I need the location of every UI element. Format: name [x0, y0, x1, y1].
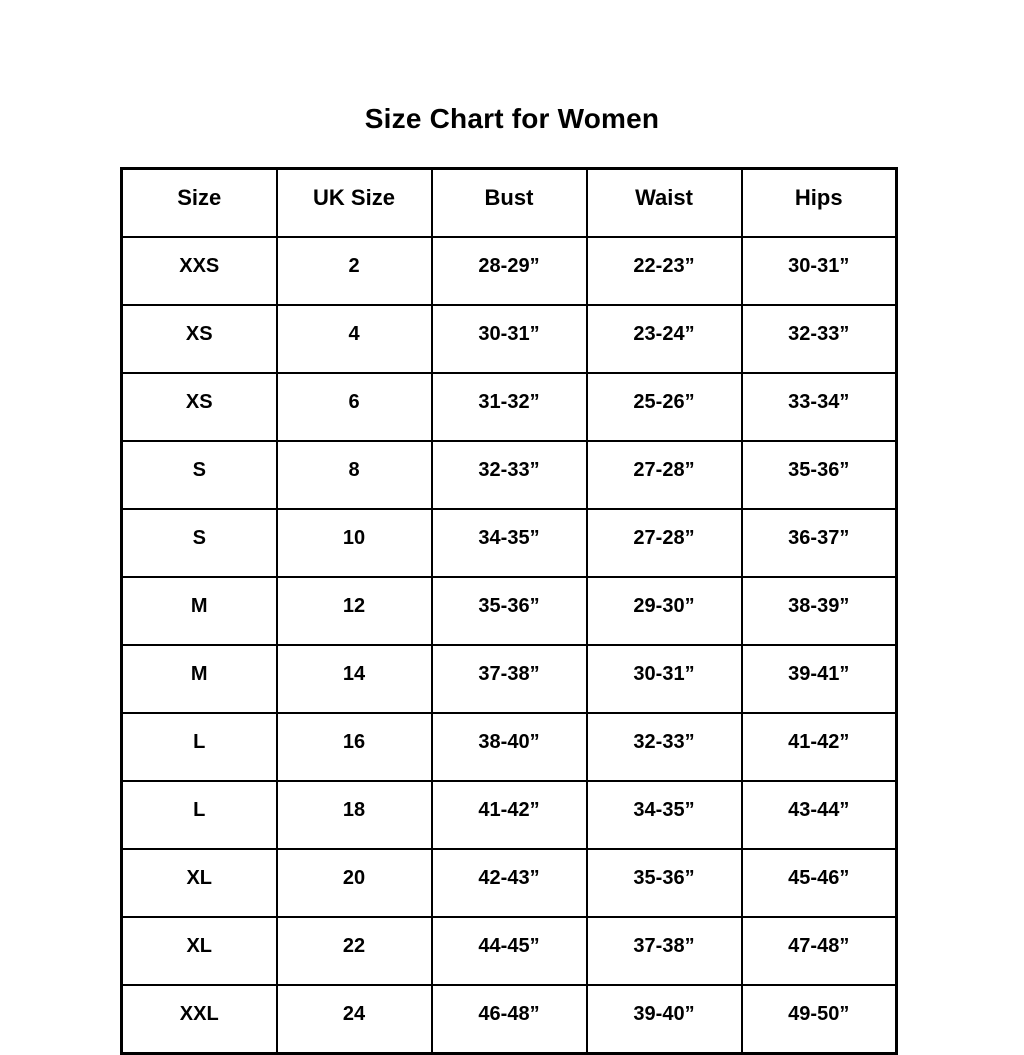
table-cell: L [120, 780, 278, 850]
table-cell: 22 [275, 916, 433, 986]
table-cell: 38-39” [740, 576, 898, 646]
column-header: Size [120, 167, 278, 238]
table-cell: XL [120, 848, 278, 918]
table-cell: 14 [275, 644, 433, 714]
table-cell: 8 [275, 440, 433, 510]
table-cell: 23-24” [585, 304, 743, 374]
table-cell: 30-31” [740, 236, 898, 306]
table-cell: 41-42” [740, 712, 898, 782]
table-cell: 12 [275, 576, 433, 646]
table-cell: 4 [275, 304, 433, 374]
table-row: M 12 35-36” 29-30” 38-39” [120, 576, 898, 646]
table-row: XXS 2 28-29” 22-23” 30-31” [120, 236, 898, 306]
table-cell: 29-30” [585, 576, 743, 646]
table-cell: 25-26” [585, 372, 743, 442]
column-header: Bust [430, 167, 588, 238]
table-cell: 42-43” [430, 848, 588, 918]
table-row: XL 20 42-43” 35-36” 45-46” [120, 848, 898, 918]
table-cell: XS [120, 304, 278, 374]
column-header: Hips [740, 167, 898, 238]
table-cell: 33-34” [740, 372, 898, 442]
table-cell: 37-38” [430, 644, 588, 714]
table-cell: 2 [275, 236, 433, 306]
table-cell: XL [120, 916, 278, 986]
table-cell: 36-37” [740, 508, 898, 578]
table-cell: 31-32” [430, 372, 588, 442]
table-cell: M [120, 576, 278, 646]
table-cell: 32-33” [430, 440, 588, 510]
table-cell: 22-23” [585, 236, 743, 306]
table-cell: 16 [275, 712, 433, 782]
table-cell: 34-35” [430, 508, 588, 578]
column-header: UK Size [275, 167, 433, 238]
table-cell: 44-45” [430, 916, 588, 986]
table-row: L 18 41-42” 34-35” 43-44” [120, 780, 898, 850]
table-cell: 32-33” [740, 304, 898, 374]
table-cell: 39-41” [740, 644, 898, 714]
table-row: XXL 24 46-48” 39-40” 49-50” [120, 984, 898, 1055]
table-cell: XXS [120, 236, 278, 306]
table-cell: 37-38” [585, 916, 743, 986]
table-cell: 38-40” [430, 712, 588, 782]
table-cell: S [120, 440, 278, 510]
column-header: Waist [585, 167, 743, 238]
table-cell: XXL [120, 984, 278, 1055]
table-cell: 24 [275, 984, 433, 1055]
size-chart-table: Size UK Size Bust Waist Hips XXS 2 28-29” 22-23… [120, 167, 898, 1055]
table-cell: 49-50” [740, 984, 898, 1055]
table-cell: 27-28” [585, 508, 743, 578]
table-cell: 6 [275, 372, 433, 442]
table-row: M 14 37-38” 30-31” 39-41” [120, 644, 898, 714]
table-row: S 8 32-33” 27-28” 35-36” [120, 440, 898, 510]
table-cell: S [120, 508, 278, 578]
table-cell: 18 [275, 780, 433, 850]
table-body: XXS 2 28-29” 22-23” 30-31” XS 4 30-31” 23-24” 32-… [120, 236, 898, 1055]
table-row: S 10 34-35” 27-28” 36-37” [120, 508, 898, 578]
table-cell: 27-28” [585, 440, 743, 510]
table-cell: 43-44” [740, 780, 898, 850]
table-cell: 45-46” [740, 848, 898, 918]
table-cell: XS [120, 372, 278, 442]
table-cell: 46-48” [430, 984, 588, 1055]
table-cell: 30-31” [585, 644, 743, 714]
table-cell: 28-29” [430, 236, 588, 306]
table-row: XS 4 30-31” 23-24” 32-33” [120, 304, 898, 374]
table-cell: 35-36” [585, 848, 743, 918]
table-cell: M [120, 644, 278, 714]
table-cell: L [120, 712, 278, 782]
table-cell: 35-36” [430, 576, 588, 646]
header-row: Size UK Size Bust Waist Hips [120, 167, 898, 238]
table-cell: 47-48” [740, 916, 898, 986]
page-title: Size Chart for Women [364, 103, 660, 134]
table-cell: 41-42” [430, 780, 588, 850]
table-cell: 30-31” [430, 304, 588, 374]
table-row: XS 6 31-32” 25-26” 33-34” [120, 372, 898, 442]
table-cell: 20 [275, 848, 433, 918]
table-cell: 32-33” [585, 712, 743, 782]
table-row: L 16 38-40” 32-33” 41-42” [120, 712, 898, 782]
table-cell: 34-35” [585, 780, 743, 850]
table-row: XL 22 44-45” 37-38” 47-48” [120, 916, 898, 986]
table-cell: 10 [275, 508, 433, 578]
table-cell: 35-36” [740, 440, 898, 510]
table-header: Size UK Size Bust Waist Hips [120, 167, 898, 238]
table-cell: 39-40” [585, 984, 743, 1055]
